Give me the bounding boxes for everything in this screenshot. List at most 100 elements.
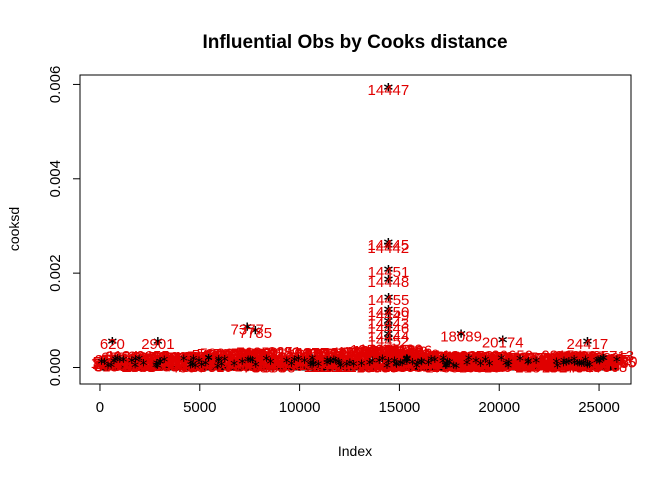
data-point: * [418,354,426,373]
overlapping-point-label: 6102 [205,347,238,364]
overlapping-point-label: 7262 [228,354,261,371]
overlapping-point-label: 24046 [559,356,601,373]
overlapping-point-label: 1917 [122,350,155,367]
data-point: * [346,355,354,374]
overlapping-point-label: 2787 [139,352,172,369]
data-point: * [326,353,334,372]
y-axis: 0.000 0.002 0.004 0.006 [47,66,81,386]
overlapping-point-label: 6626 [216,347,249,364]
overlapping-point-label: 24257 [563,349,605,366]
overlapping-point-label: 10758 [294,346,336,363]
overlapping-point-label: 1393 [111,351,144,368]
overlapping-point-label: 1268 [109,355,142,372]
overlapping-point-label: 318 [94,356,119,373]
overlapping-point-label: 17591 [430,350,472,367]
data-point: * [283,353,291,372]
overlapping-point-label: 17166 [422,350,464,367]
data-point: * [131,352,139,371]
overlapping-point-label: 21320 [505,352,547,369]
data-point: * [403,350,411,369]
data-point: * [238,354,246,373]
overlapping-point-label: 23668 [552,351,594,368]
overlapping-point-label: 7090 [225,350,258,367]
data-point: * [599,350,607,369]
overlapping-point-label: 22974 [538,358,580,375]
overlapping-point-label: 10163 [282,357,324,374]
overlapping-point-label: 7673 [236,350,269,367]
point-label: 14451 [368,264,410,281]
overlapping-point-label: 15181 [382,343,424,360]
overlapping-point-label: 315 [94,359,119,376]
data-point: * [384,306,394,327]
overlapping-point-label: 1627 [116,356,149,373]
data-point: * [402,351,410,370]
data-point: * [214,358,222,377]
overlapping-point-label: 22987 [538,355,580,372]
overlapping-point-label: 10804 [295,354,337,371]
overlapping-point-label: 17348 [425,354,467,371]
overlapping-point-label: 15614 [391,356,433,373]
overlapping-point-label: 5240 [188,351,221,368]
data-point: * [597,352,605,371]
overlapping-point-label: 5304 [189,354,222,371]
overlapping-point-label: 25880 [596,354,638,371]
overlapping-point-label: 12143 [322,352,364,369]
overlapping-point-label: 7595 [235,352,268,369]
overlapping-point-label: 5685 [197,352,230,369]
overlapping-point-label: 19811 [475,356,516,373]
overlapping-point-label: 23055 [539,351,581,368]
data-point: * [570,351,578,370]
overlapping-point-label: 25507 [588,352,630,369]
overlapping-point-label: 23886 [556,349,598,366]
overlapping-point-label: 18658 [452,348,494,365]
overlapping-point-label: 11423 [308,353,349,370]
data-point: * [581,352,589,371]
overlapping-point-label: 11401 [307,354,348,371]
overlapping-point-label: 5357 [190,353,223,370]
data-point: * [248,352,256,371]
overlapping-point-label: 1520 [114,349,147,366]
data-point: * [613,352,621,371]
overlapping-point-label: 20650 [491,348,533,365]
data-point: * [110,353,118,372]
overlapping-point-label: 8911 [262,353,294,370]
data-point: * [456,326,466,347]
overlapping-point-label: 14196 [363,355,405,372]
data-point: * [393,357,401,376]
overlapping-point-label: 18161 [442,349,484,366]
data-point: * [560,356,568,375]
overlapping-point-label: 16943 [417,356,459,373]
data-point: * [384,318,394,339]
overlapping-point-label: 245 [92,356,117,373]
overlapping-point-label: 17652 [432,359,474,376]
overlapping-point-label: 21042 [499,354,541,371]
data-point: * [384,290,394,311]
overlapping-point-label: 14878 [376,347,418,364]
data-point: * [343,357,351,376]
overlapping-point-label: 5632 [196,352,229,369]
overlapping-point-label: 24459 [567,358,609,375]
overlapping-point-label: 19014 [459,355,501,372]
overlapping-point-label: 9422 [271,352,304,369]
data-point: * [337,358,345,377]
point-label: 14450 [368,304,410,321]
data-point: * [553,358,561,377]
overlapping-point-label: 12991 [338,348,380,365]
overlapping-point-label: 22187 [522,354,564,371]
data-point: * [139,355,147,374]
overlapping-point-label: 14256 [364,354,406,371]
overlapping-point-label: 18234 [443,351,485,368]
overlapping-point-label: 14627 [371,343,413,360]
overlapping-point-label: 21573 [510,350,552,367]
overlapping-point-label: 23019 [539,356,581,373]
overlapping-point-label: 2273 [129,357,162,374]
data-point: * [307,357,315,376]
overlapping-point-label: 22966 [538,352,580,369]
overlapping-point-label: 21367 [506,353,548,370]
overlapping-point-label: 24358 [565,350,607,367]
overlapping-point-label: 7349 [230,347,263,364]
overlapping-point-label: 7814 [239,358,272,375]
data-point: * [156,354,164,373]
data-point: * [323,352,331,371]
overlapping-point-label: 18389 [446,350,488,367]
